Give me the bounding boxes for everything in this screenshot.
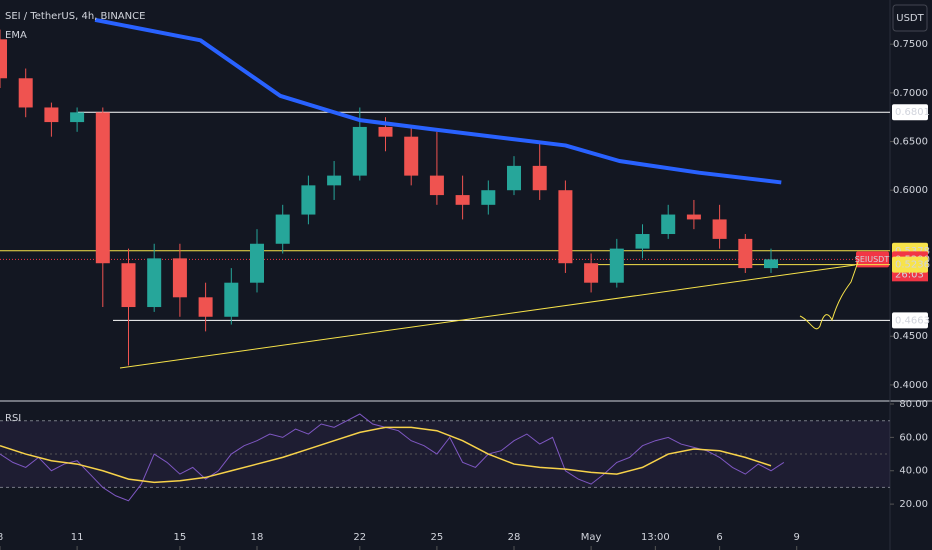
trendline bbox=[119, 264, 856, 369]
candle-body bbox=[584, 263, 599, 283]
symbol-box bbox=[856, 251, 889, 268]
candle-body bbox=[301, 185, 316, 215]
price-level-label: 0.5378 bbox=[895, 246, 930, 257]
y-tick-label: 0.7500 bbox=[893, 39, 928, 50]
candle-body bbox=[70, 112, 85, 123]
x-tick-label: 8 bbox=[0, 532, 3, 543]
y-tick-label: 20.00 bbox=[899, 499, 928, 510]
price-level-box bbox=[892, 256, 928, 273]
candle-body bbox=[0, 39, 7, 79]
y-tick-label: 80.00 bbox=[899, 399, 928, 410]
candle-body bbox=[635, 234, 650, 249]
x-tick-label: 18 bbox=[251, 532, 264, 543]
y-tick-label: 0.4000 bbox=[893, 380, 928, 391]
candle-body bbox=[661, 214, 676, 235]
candle-body bbox=[275, 214, 290, 244]
rsi-line bbox=[0, 413, 785, 502]
x-tick-label: 25 bbox=[431, 532, 444, 543]
candle-body bbox=[44, 107, 59, 123]
candle-body bbox=[481, 190, 496, 205]
candle-body bbox=[198, 297, 213, 317]
candle-body bbox=[712, 219, 727, 239]
candle-body bbox=[532, 165, 547, 191]
candle-body bbox=[147, 258, 162, 308]
candle-body bbox=[95, 112, 110, 264]
x-tick-label: 11 bbox=[71, 532, 84, 543]
candle-body bbox=[404, 136, 419, 176]
y-tick-label: 60.00 bbox=[899, 432, 928, 443]
x-tick-label: 13:00 bbox=[641, 532, 670, 543]
candle-body bbox=[686, 214, 701, 220]
rsi-title: RSI bbox=[5, 413, 21, 424]
rsi-line bbox=[0, 426, 772, 484]
candle-body bbox=[121, 263, 136, 308]
y-tick-label: 40.00 bbox=[899, 466, 928, 477]
candle-body bbox=[764, 259, 779, 269]
candle-body bbox=[352, 126, 367, 176]
price-level-box bbox=[892, 104, 928, 121]
price-level-label: 0.5236 bbox=[895, 260, 930, 271]
candle-body bbox=[18, 78, 33, 108]
chart-title: SEI / TetherUS, 4h, BINANCE bbox=[5, 11, 145, 22]
projection-sketch bbox=[799, 261, 859, 330]
currency: USDT bbox=[896, 13, 924, 24]
price-level-label: 0.6801 bbox=[895, 107, 930, 118]
x-tick-label: 28 bbox=[508, 532, 521, 543]
currency-box[interactable] bbox=[892, 4, 928, 32]
candle-body bbox=[455, 195, 470, 205]
y-tick-label: 0.7000 bbox=[893, 88, 928, 99]
y-tick-label: 0.6500 bbox=[893, 137, 928, 148]
x-tick-label: May bbox=[581, 532, 602, 543]
candle-body bbox=[172, 258, 187, 298]
candle-body bbox=[507, 165, 522, 191]
y-tick-label: 0.4500 bbox=[893, 331, 928, 342]
symbol-label: SEIUSDT bbox=[855, 255, 890, 264]
price-level-label: 0.4663 bbox=[895, 315, 930, 326]
x-tick-label: 9 bbox=[794, 532, 800, 543]
candle-body bbox=[558, 190, 573, 264]
candle-body bbox=[250, 243, 265, 283]
countdown: 26:03 bbox=[895, 269, 924, 280]
price-level-box bbox=[892, 312, 928, 329]
x-tick-label: 15 bbox=[174, 532, 187, 543]
candle-body bbox=[378, 126, 393, 137]
candle-body bbox=[609, 248, 624, 283]
candle-body bbox=[429, 175, 444, 196]
x-tick-label: 22 bbox=[353, 532, 366, 543]
ema-label: EMA bbox=[5, 30, 27, 41]
candle-body bbox=[224, 282, 239, 317]
x-tick-label: 6 bbox=[716, 532, 722, 543]
ema-line bbox=[94, 17, 782, 185]
y-tick-label: 0.6000 bbox=[893, 185, 928, 196]
candle-body bbox=[738, 238, 753, 269]
candle-body bbox=[327, 175, 342, 186]
